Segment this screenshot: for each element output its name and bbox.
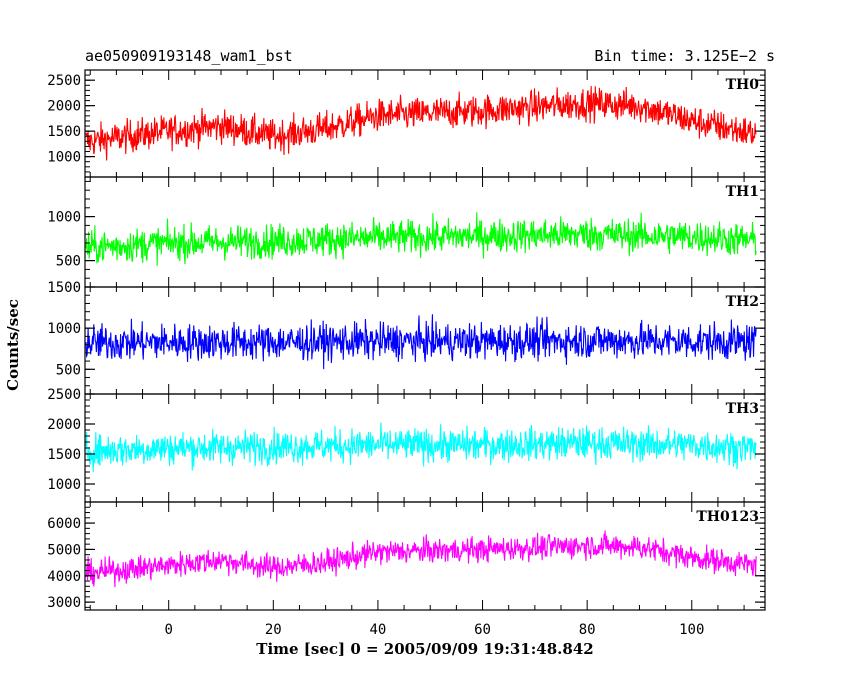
panel-th2: 500 1000 1500 TH2: [47, 280, 766, 395]
y-tick-label: 1000: [47, 150, 81, 166]
series-th0-line: [85, 85, 757, 161]
panel-label-th1: TH1: [726, 184, 759, 200]
y-tick-label: 500: [56, 362, 81, 378]
panel-frame: [84, 501, 766, 611]
y-tick-label: 500: [56, 254, 81, 270]
y-axis-title: Counts/sec: [4, 299, 22, 391]
panel-label-th0: TH0: [726, 77, 760, 93]
x-axis: 0 20 40 60 80 100: [164, 622, 704, 638]
x-tick-label: 40: [369, 622, 386, 638]
y-tick-label: 4000: [47, 569, 81, 585]
y-tick-label: 3000: [47, 595, 81, 611]
x-tick-label: 100: [679, 622, 704, 638]
panel-frame: [84, 176, 766, 288]
x-tick-label: 60: [474, 622, 491, 638]
panel-label-th0123: TH0123: [696, 509, 759, 525]
panel-label-th2: TH2: [726, 294, 759, 310]
y-tick-label: 1500: [47, 124, 81, 140]
y-tick-label: 2000: [47, 417, 81, 433]
chart-title-left: ae050909193148_wam1_bst: [85, 47, 293, 65]
panels-group: 1000 1500 2000 2500 TH0 500 1000 TH1 500 1000 1500…: [47, 69, 766, 611]
y-tick-label: 5000: [47, 542, 81, 558]
panel-th0: 1000 1500 2000 2500 TH0: [47, 69, 766, 178]
x-tick-label: 0: [164, 622, 172, 638]
series-th3-line: [85, 422, 757, 473]
series-th1-line: [85, 212, 757, 266]
y-tick-label: 1000: [47, 321, 81, 337]
chart-title-right: Bin time: 3.125E−2 s: [594, 47, 775, 65]
x-tick-label: 80: [579, 622, 596, 638]
y-tick-label: 1000: [47, 210, 81, 226]
y-tick-label: 1500: [47, 447, 81, 463]
x-axis-title: Time [sec] 0 = 2005/09/09 19:31:48.842: [256, 640, 593, 658]
x-tick-label: 20: [265, 622, 282, 638]
panel-label-th3: TH3: [726, 401, 759, 417]
panel-th0123: 3000 4000 5000 6000 TH0123: [47, 501, 766, 611]
y-tick-label: 2500: [47, 387, 81, 403]
y-tick-label: 1500: [47, 280, 81, 296]
series-th2-line: [85, 314, 757, 370]
panel-frame: [84, 69, 766, 178]
panel-th3: 1000 1500 2000 2500 TH3: [47, 387, 766, 503]
y-tick-label: 2000: [47, 99, 81, 115]
panel-th1: 500 1000 TH1: [47, 176, 766, 288]
y-tick-label: 2500: [47, 73, 81, 89]
y-tick-label: 1000: [47, 477, 81, 493]
y-tick-label: 6000: [47, 516, 81, 532]
series-th0123-line: [85, 530, 757, 588]
